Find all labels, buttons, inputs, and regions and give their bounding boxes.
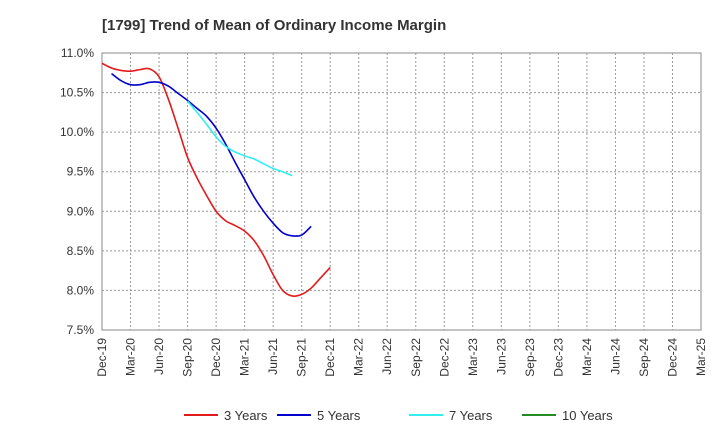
x-tick-label: Mar-24	[580, 338, 594, 376]
legend-label: 10 Years	[562, 408, 613, 423]
y-tick-label: 10.0%	[60, 125, 94, 139]
y-axis: 7.5% 8.0% 8.5% 9.0% 9.5% 10.0% 10.5% 11.0%	[60, 46, 94, 337]
x-tick-label: Sep-24	[637, 338, 651, 377]
chart-title: [1799] Trend of Mean of Ordinary Income …	[102, 17, 446, 34]
y-tick-label: 9.0%	[67, 204, 95, 218]
x-tick-label: Dec-19	[95, 338, 109, 377]
x-tick-label: Mar-25	[694, 338, 708, 376]
legend-label: 7 Years	[449, 408, 493, 423]
y-tick-label: 8.5%	[67, 244, 95, 258]
x-tick-label: Dec-21	[323, 338, 337, 377]
x-tick-label: Mar-21	[238, 338, 252, 376]
x-tick-label: Sep-22	[409, 338, 423, 377]
x-tick-label: Dec-20	[209, 338, 223, 377]
x-tick-label: Mar-22	[352, 338, 366, 376]
x-tick-label: Sep-21	[295, 338, 309, 377]
x-tick-label: Dec-24	[665, 338, 679, 377]
legend: 3 Years 5 Years 7 Years 10 Years	[184, 408, 613, 423]
x-axis: Dec-19 Mar-20 Jun-20 Sep-20 Dec-20 Mar-21 Jun-…	[95, 338, 708, 377]
x-tick-label: Mar-20	[124, 338, 138, 376]
x-tick-label: Sep-23	[523, 338, 537, 377]
x-tick-label: Mar-23	[466, 338, 480, 376]
y-tick-label: 9.5%	[67, 165, 95, 179]
plot-frame	[101, 52, 702, 331]
series-lines	[101, 62, 331, 297]
series-line-3-years	[101, 62, 331, 297]
x-tick-label: Dec-22	[437, 338, 451, 377]
y-tick-label: 10.5%	[60, 86, 94, 100]
series-line-5-years	[111, 72, 312, 237]
series-line-7-years	[186, 100, 293, 177]
y-tick-label: 7.5%	[67, 323, 95, 337]
x-tick-label: Jun-24	[608, 338, 622, 375]
legend-label: 5 Years	[317, 408, 361, 423]
x-tick-label: Dec-23	[551, 338, 565, 377]
x-tick-label: Jun-21	[266, 338, 280, 375]
x-tick-label: Jun-23	[494, 338, 508, 375]
y-tick-label: 11.0%	[61, 46, 94, 60]
x-tick-label: Jun-22	[380, 338, 394, 375]
plot-area	[101, 52, 702, 331]
x-tick-label: Sep-20	[181, 338, 195, 377]
x-tick-label: Jun-20	[152, 338, 166, 375]
legend-label: 3 Years	[224, 408, 268, 423]
y-tick-label: 8.0%	[67, 283, 95, 297]
